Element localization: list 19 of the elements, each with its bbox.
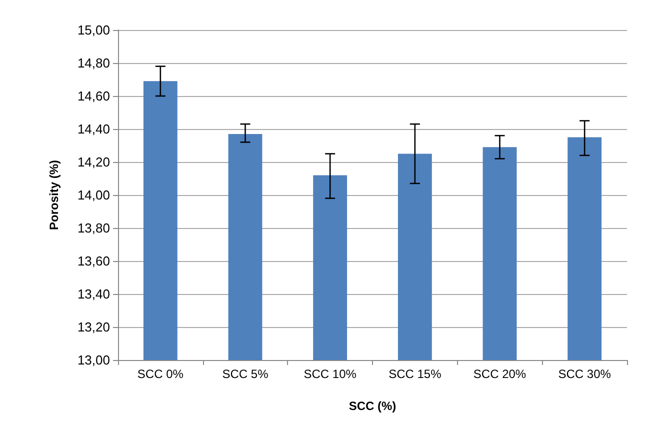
x-tick-label: SCC 5% <box>222 367 269 381</box>
y-tick-label: 13,80 <box>77 220 110 236</box>
y-tick-label: 14,20 <box>77 154 110 170</box>
x-axis-title: SCC (%) <box>348 399 396 413</box>
y-tick-label: 13,20 <box>77 320 110 334</box>
y-tick-label: 15,00 <box>77 22 110 38</box>
y-tick-label: 14,60 <box>77 88 110 104</box>
y-axis-title: Porosity (%) <box>47 160 61 230</box>
y-tick-label: 14,80 <box>77 56 110 70</box>
y-tick-label: 14,00 <box>77 188 110 202</box>
x-tick-label: SCC 15% <box>388 367 442 381</box>
x-tick-label: SCC 20% <box>473 367 526 381</box>
x-tick-label: SCC 10% <box>304 367 357 381</box>
y-tick-label: 13,40 <box>77 286 110 302</box>
y-tick-label: 14,40 <box>77 122 110 136</box>
x-tick-label: SCC 0% <box>137 367 184 381</box>
y-tick-label: 13,60 <box>77 254 110 268</box>
y-tick-label: 13,00 <box>77 352 110 368</box>
x-tick-label: SCC 30% <box>558 367 612 381</box>
